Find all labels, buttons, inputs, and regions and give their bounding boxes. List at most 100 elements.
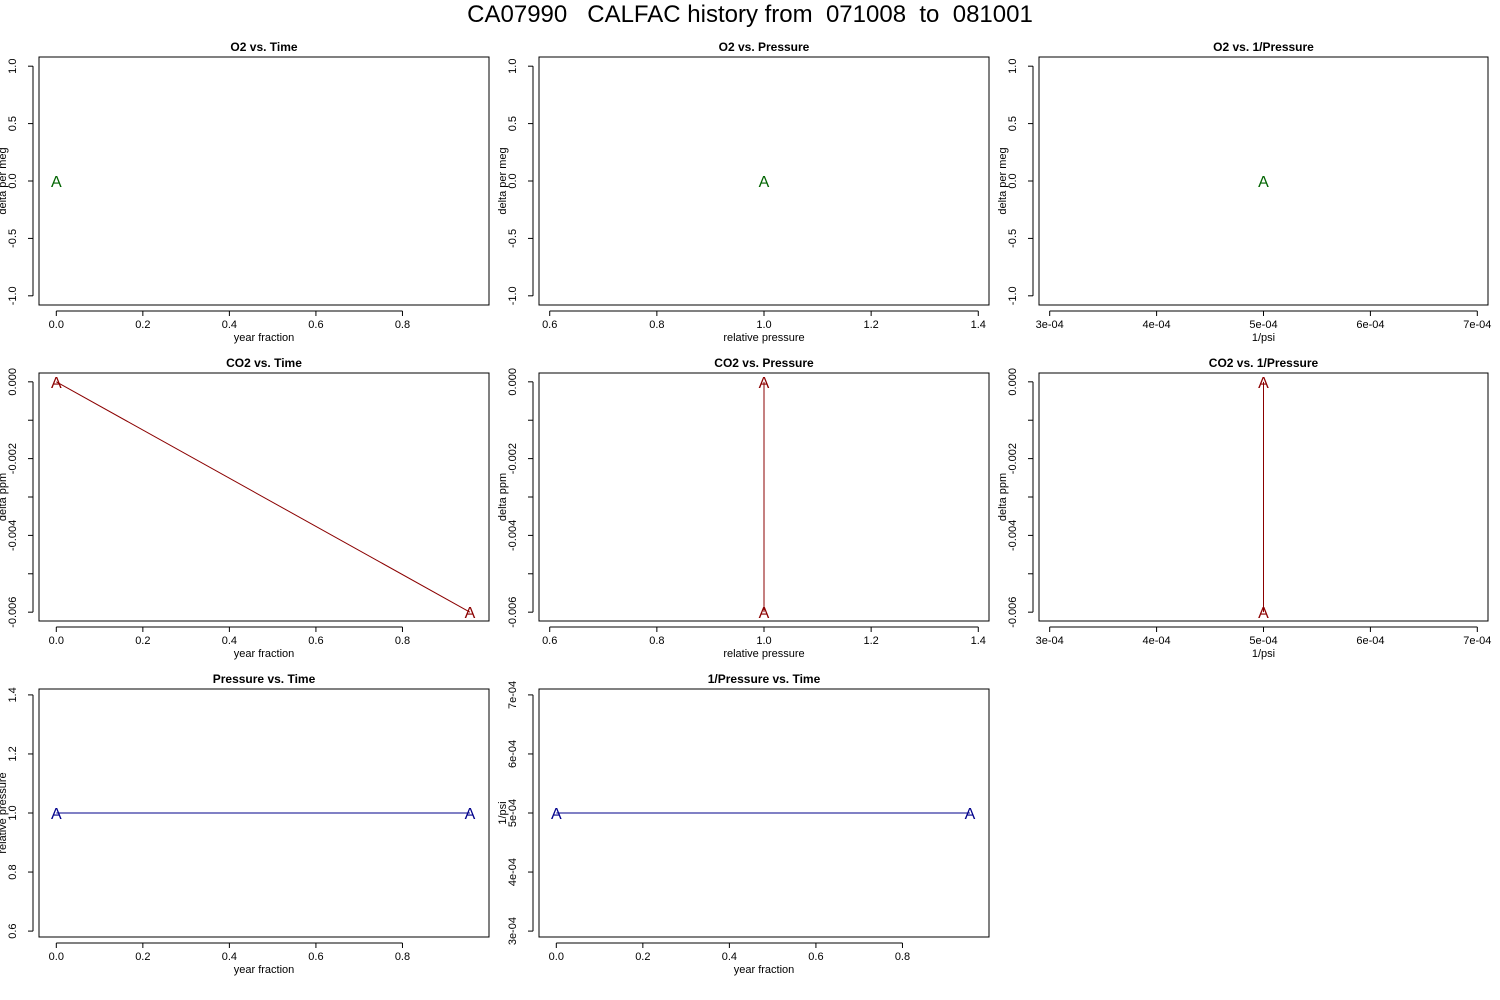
data-point-marker: A bbox=[759, 605, 770, 622]
chart-title: O2 vs. Pressure bbox=[719, 40, 810, 54]
x-tick-label: 0.6 bbox=[808, 951, 823, 963]
y-tick-label: 5e-04 bbox=[507, 799, 519, 827]
chart-panel-6: CO2 vs. 1/Pressure 3e-04 4e-04 5e-04 6e-04 7e… bbox=[997, 356, 1491, 660]
x-axis-label: year fraction bbox=[734, 964, 795, 976]
y-axis-label: relative pressure bbox=[0, 772, 9, 853]
x-tick-label: 1.4 bbox=[971, 635, 986, 647]
y-axis-label: delta per meg bbox=[997, 147, 1009, 214]
x-tick-label: 0.6 bbox=[308, 635, 323, 647]
x-axis-label: year fraction bbox=[234, 964, 295, 976]
y-tick-label: -0.004 bbox=[7, 520, 19, 551]
y-tick-label: 1.4 bbox=[7, 687, 19, 702]
x-tick-label: 1.2 bbox=[863, 319, 878, 331]
y-tick-label: 1.0 bbox=[7, 59, 19, 74]
data-point-marker: A bbox=[465, 806, 476, 823]
y-tick-label: 0.000 bbox=[507, 368, 519, 396]
y-tick-label: -0.006 bbox=[507, 597, 519, 628]
data-point-marker: A bbox=[1258, 375, 1269, 392]
plot-frame bbox=[38, 56, 490, 306]
page-title: CA07990 CALFAC history from 071008 to 08… bbox=[467, 1, 1033, 28]
x-tick-label: 0.6 bbox=[542, 635, 557, 647]
x-tick-label: 0.2 bbox=[635, 951, 650, 963]
y-tick-label: 0.6 bbox=[7, 923, 19, 938]
x-tick-label: 0.2 bbox=[135, 635, 150, 647]
chart-panel-3: O2 vs. 1/Pressure 3e-04 4e-04 5e-04 6e-04 7e-… bbox=[997, 40, 1491, 344]
x-tick-label: 0.0 bbox=[549, 951, 564, 963]
y-tick-label: 1.0 bbox=[507, 59, 519, 74]
x-tick-label: 0.2 bbox=[135, 951, 150, 963]
data-point-marker: A bbox=[759, 174, 770, 191]
data-point-marker: A bbox=[759, 375, 770, 392]
x-axis-label: 1/psi bbox=[1252, 648, 1275, 660]
chart-title: O2 vs. 1/Pressure bbox=[1213, 40, 1314, 54]
x-tick-label: 0.8 bbox=[649, 635, 664, 647]
data-point-marker: A bbox=[551, 806, 562, 823]
y-axis-label: delta ppm bbox=[0, 473, 9, 521]
x-tick-label: 3e-04 bbox=[1036, 635, 1064, 647]
x-tick-label: 0.8 bbox=[895, 951, 910, 963]
y-tick-label: 0.000 bbox=[1007, 368, 1019, 396]
y-tick-label: 0.0 bbox=[1007, 173, 1019, 188]
y-tick-label: 1.0 bbox=[7, 805, 19, 820]
x-tick-label: 4e-04 bbox=[1143, 319, 1171, 331]
y-tick-label: 0.000 bbox=[7, 368, 19, 396]
x-axis-label: relative pressure bbox=[723, 332, 804, 344]
chart-title: CO2 vs. 1/Pressure bbox=[1209, 356, 1319, 370]
x-axis-label: relative pressure bbox=[723, 648, 804, 660]
x-tick-label: 0.4 bbox=[722, 951, 737, 963]
chart-panel-7: Pressure vs. Time 0.0 0.2 0.4 0.6 0.8 0.6 0.8 1.… bbox=[0, 672, 490, 976]
plot-frame bbox=[38, 688, 490, 938]
chart-panel-4: CO2 vs. Time 0.0 0.2 0.4 0.6 0.8 -0.006 -0.004 -… bbox=[0, 356, 490, 660]
x-axis-label: 1/psi bbox=[1252, 332, 1275, 344]
x-tick-label: 0.8 bbox=[395, 319, 410, 331]
x-tick-label: 0.4 bbox=[222, 951, 237, 963]
x-tick-label: 5e-04 bbox=[1249, 319, 1277, 331]
y-axis-label: delta ppm bbox=[997, 473, 1009, 521]
y-tick-label: 7e-04 bbox=[507, 681, 519, 709]
y-tick-label: -0.5 bbox=[507, 229, 519, 248]
y-tick-label: -0.002 bbox=[507, 443, 519, 474]
chart-panel-2: O2 vs. Pressure 0.6 0.8 1.0 1.2 1.4 -1.0 -0.5 0.… bbox=[497, 40, 990, 344]
y-tick-label: 0.0 bbox=[7, 173, 19, 188]
plot-frame bbox=[538, 56, 990, 306]
y-tick-label: -0.5 bbox=[1007, 229, 1019, 248]
chart-title: CO2 vs. Time bbox=[226, 356, 302, 370]
y-tick-label: 1.0 bbox=[1007, 59, 1019, 74]
x-tick-label: 7e-04 bbox=[1463, 319, 1491, 331]
y-tick-label: 0.5 bbox=[1007, 116, 1019, 131]
x-tick-label: 0.8 bbox=[395, 951, 410, 963]
chart-panel-8: 1/Pressure vs. Time 0.0 0.2 0.4 0.6 0.8 3e-04 4… bbox=[497, 672, 990, 976]
x-tick-label: 6e-04 bbox=[1356, 635, 1384, 647]
x-tick-label: 0.4 bbox=[222, 635, 237, 647]
y-tick-label: -0.004 bbox=[507, 520, 519, 551]
y-tick-label: 3e-04 bbox=[507, 917, 519, 945]
chart-panel-1: O2 vs. Time 0.0 0.2 0.4 0.6 0.8 -1.0 -0.5 0.0 0.5… bbox=[0, 40, 490, 344]
y-tick-label: -0.006 bbox=[7, 597, 19, 628]
y-tick-label: -0.002 bbox=[1007, 443, 1019, 474]
data-point-marker: A bbox=[51, 806, 62, 823]
x-tick-label: 5e-04 bbox=[1249, 635, 1277, 647]
x-tick-label: 1.0 bbox=[756, 635, 771, 647]
y-axis-label: delta per meg bbox=[0, 147, 9, 214]
y-axis-label: delta ppm bbox=[497, 473, 509, 521]
x-tick-label: 0.6 bbox=[308, 319, 323, 331]
x-tick-label: 0.4 bbox=[222, 319, 237, 331]
x-axis-label: year fraction bbox=[234, 332, 295, 344]
y-tick-label: 4e-04 bbox=[507, 858, 519, 886]
chart-title: 1/Pressure vs. Time bbox=[708, 672, 821, 686]
y-tick-label: -1.0 bbox=[1007, 286, 1019, 305]
data-point-marker: A bbox=[51, 375, 62, 392]
y-tick-label: 0.5 bbox=[7, 116, 19, 131]
y-tick-label: 0.8 bbox=[7, 864, 19, 879]
plot-frame bbox=[1038, 372, 1489, 622]
data-point-marker: A bbox=[965, 806, 976, 823]
y-tick-label: 6e-04 bbox=[507, 740, 519, 768]
y-tick-label: 0.5 bbox=[507, 116, 519, 131]
x-tick-label: 0.8 bbox=[395, 635, 410, 647]
y-axis-label: 1/psi bbox=[497, 801, 509, 824]
x-tick-label: 3e-04 bbox=[1036, 319, 1064, 331]
data-point-marker: A bbox=[1258, 605, 1269, 622]
y-tick-label: -0.006 bbox=[1007, 597, 1019, 628]
x-tick-label: 1.0 bbox=[756, 319, 771, 331]
